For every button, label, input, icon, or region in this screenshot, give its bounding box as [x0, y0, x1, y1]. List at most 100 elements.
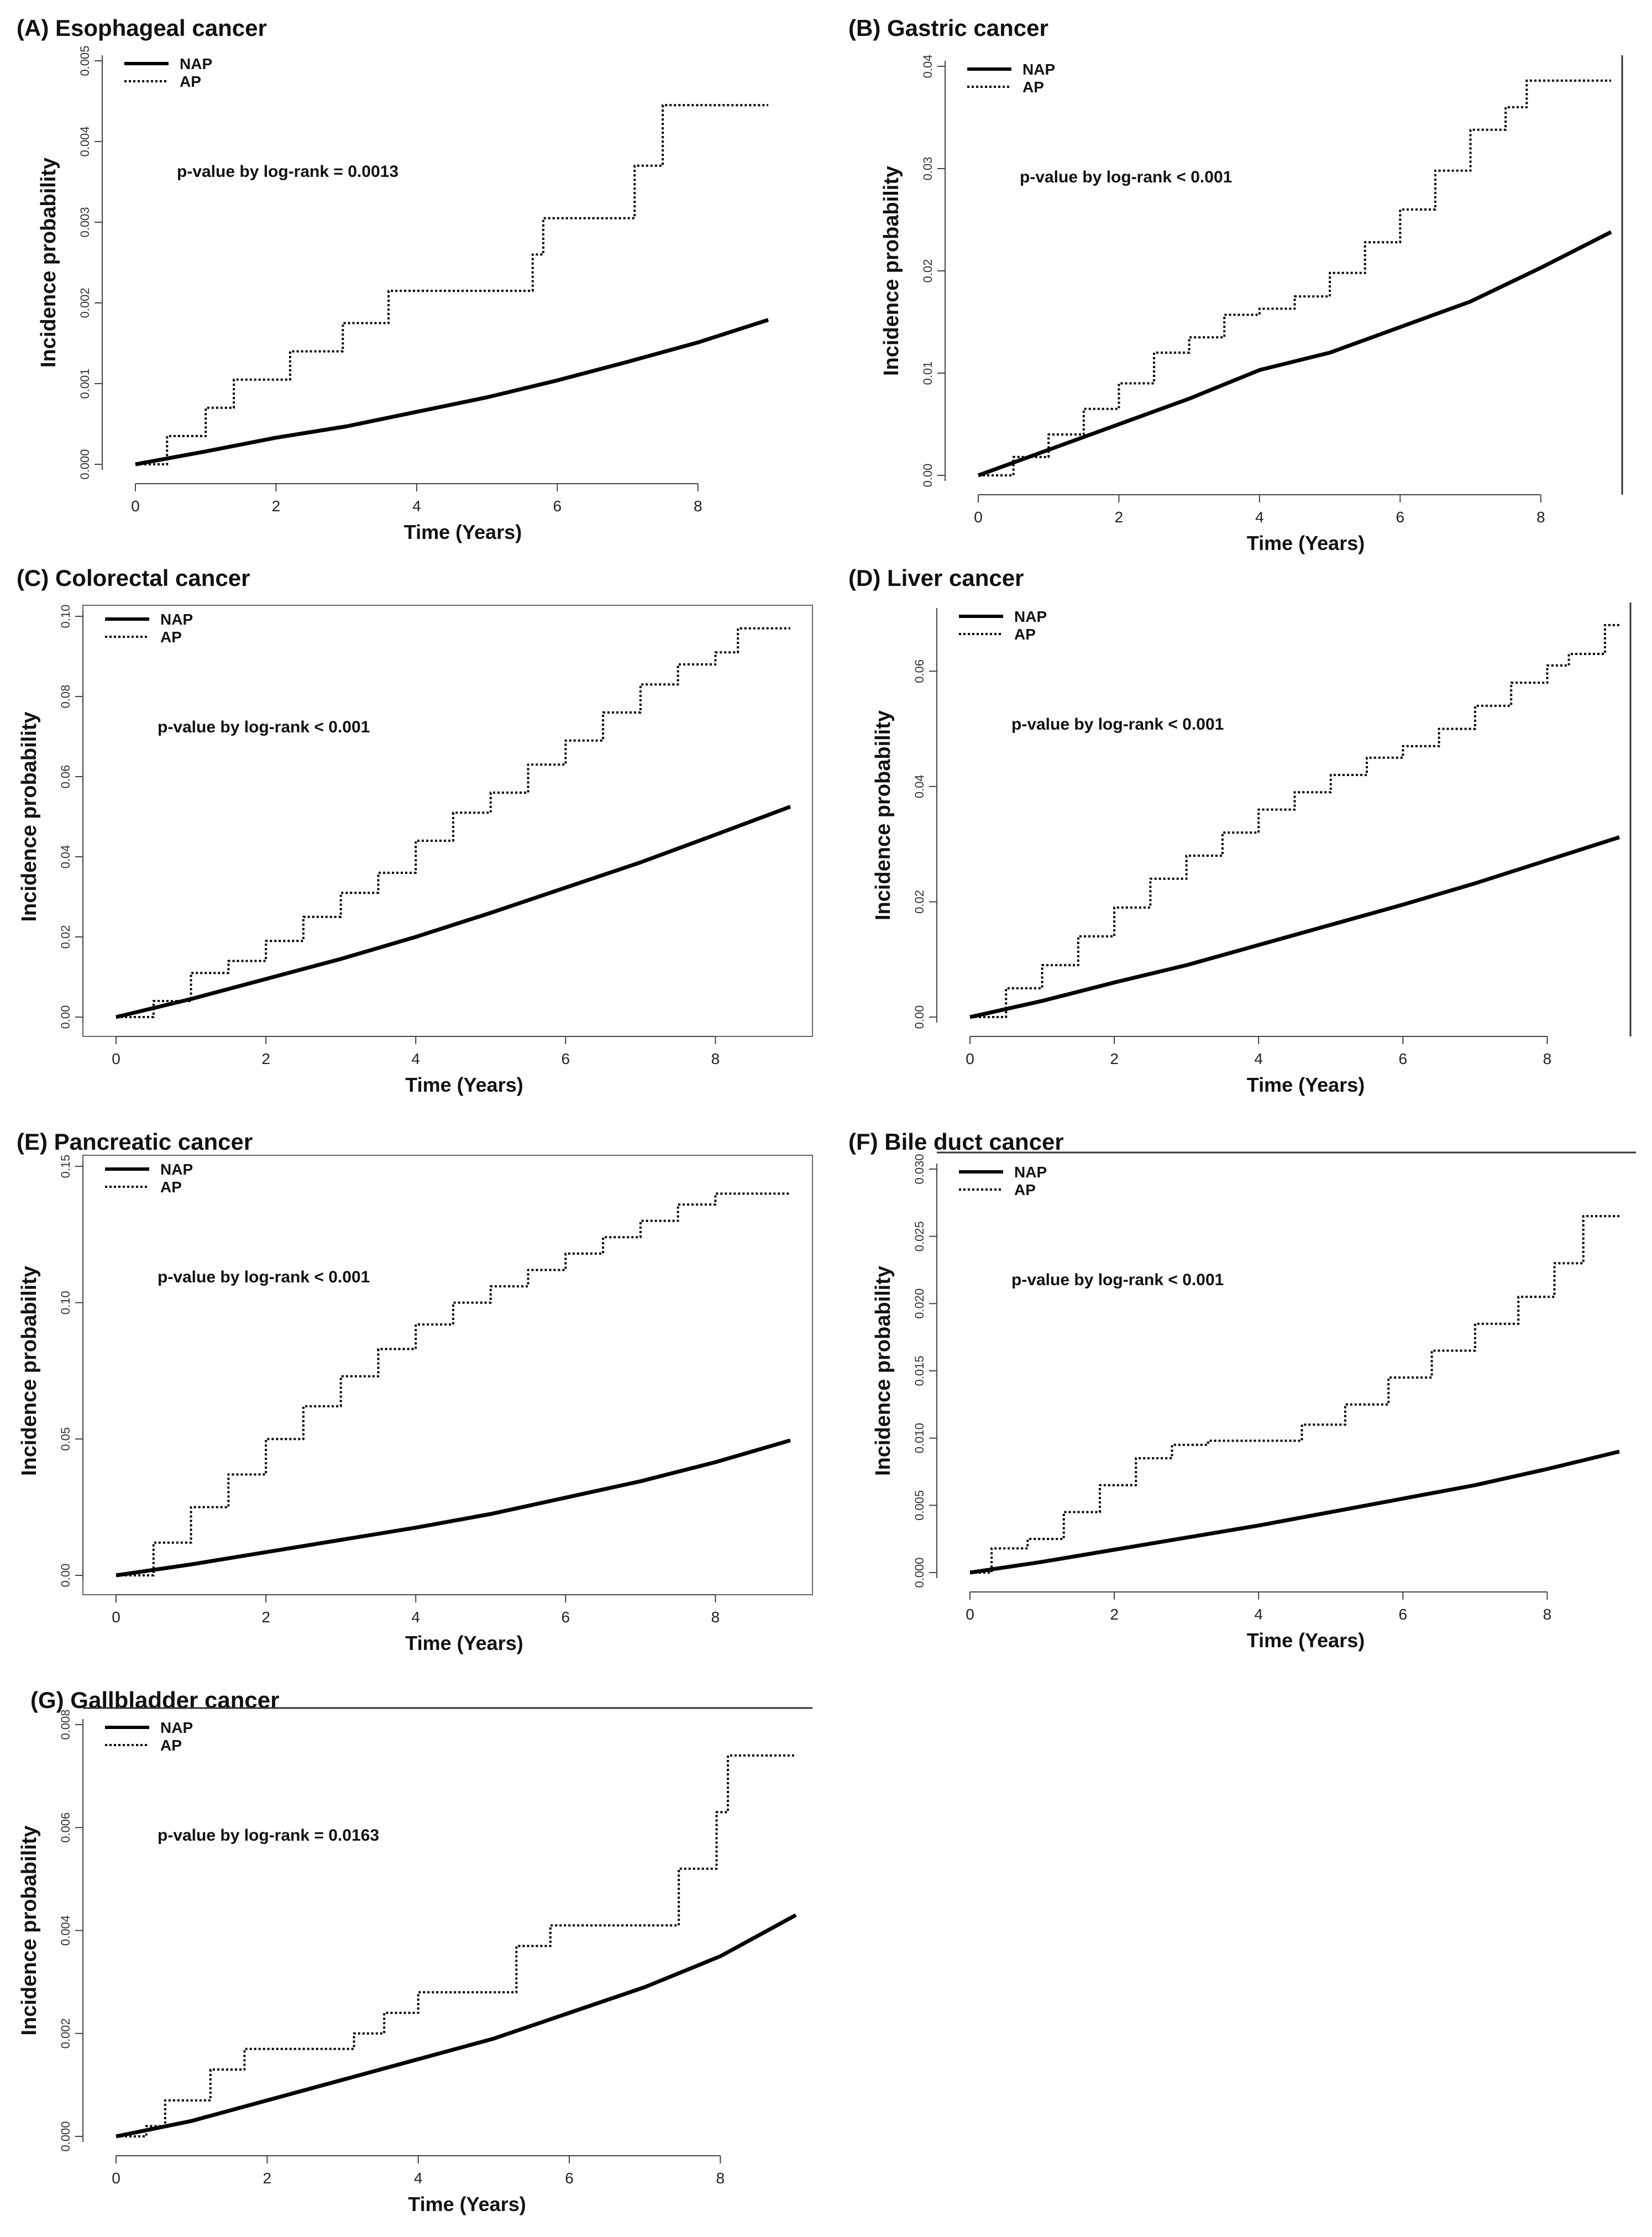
x-tick-label: 4	[1255, 509, 1264, 526]
x-tick-label: 4	[1254, 1050, 1263, 1067]
x-tick-label: 8	[711, 1609, 720, 1626]
x-tick-label: 2	[1110, 1606, 1119, 1623]
y-axis-label: Incidence probability	[880, 166, 903, 376]
x-tick-label: 6	[565, 2170, 574, 2187]
x-axis-label: Time (Years)	[1247, 1629, 1365, 1652]
p-value-annotation: p-value by log-rank < 0.001	[158, 718, 370, 736]
y-axis-label: Incidence probability	[872, 1266, 895, 1476]
x-tick-label: 2	[272, 497, 281, 515]
series-line-ap	[978, 79, 1611, 476]
y-tick-label: 0.08	[59, 685, 72, 709]
chart-panel-g: (G) Gallbladder cancer 0.000 0.002 0.004 0.0…	[18, 1687, 812, 2215]
x-tick-label: 4	[1254, 1606, 1263, 1623]
panel-title: (E) Pancreatic cancer	[17, 1129, 253, 1155]
y-tick-label: 0.002	[78, 287, 92, 318]
y-tick-label: 0.005	[912, 1490, 926, 1521]
series-line-ap	[116, 1192, 790, 1576]
panel-title: (F) Bile duct cancer	[848, 1129, 1064, 1155]
p-value-annotation: p-value by log-rank = 0.0163	[158, 1826, 379, 1845]
x-tick-label: 0	[966, 1050, 974, 1067]
x-tick-label: 0	[966, 1606, 974, 1623]
y-tick-label: 0.02	[912, 890, 926, 914]
y-tick-label: 0.000	[59, 2121, 72, 2151]
x-tick-label: 4	[412, 497, 421, 515]
legend-label-nap: NAP	[180, 55, 212, 72]
y-tick-label: 0.003	[78, 207, 92, 237]
y-tick-label: 0.000	[78, 449, 92, 479]
x-tick-label: 0	[131, 497, 140, 515]
chart-panel-b: (B) Gastric cancer 0.00 0.01 0.02 0.03 0.04 0 2…	[848, 15, 1623, 554]
p-value-annotation: p-value by log-rank < 0.001	[1011, 715, 1224, 734]
legend-label-ap: AP	[1022, 78, 1044, 96]
legend-label-ap: AP	[1014, 626, 1036, 643]
y-tick-label: 0.15	[59, 1155, 72, 1178]
x-tick-label: 8	[711, 1050, 720, 1067]
y-tick-label: 0.001	[78, 368, 92, 399]
y-tick-label: 0.04	[912, 774, 926, 798]
y-tick-label: 0.030	[912, 1154, 926, 1184]
series-line-nap	[116, 1438, 791, 1578]
chart-panel-c: (C) Colorectal cancer 0.00 0.02 0.04 0.06 0.0…	[17, 565, 813, 1096]
y-axis-label: Incidence probability	[18, 711, 41, 921]
legend-label-nap: NAP	[160, 1719, 193, 1736]
legend-label-ap: AP	[1014, 1181, 1036, 1198]
y-tick-label: 0.005	[78, 45, 92, 76]
y-tick-label: 0.00	[921, 464, 935, 488]
legend-label-nap: NAP	[1014, 608, 1047, 625]
panel-title: (D) Liver cancer	[848, 565, 1024, 591]
x-tick-label: 6	[562, 1609, 570, 1626]
x-axis-label: Time (Years)	[408, 2193, 526, 2215]
panel-title: (A) Esophageal cancer	[17, 15, 267, 41]
y-tick-label: 0.008	[59, 1709, 72, 1740]
series-line-ap	[116, 1754, 796, 2138]
p-value-annotation: p-value by log-rank < 0.001	[1011, 1271, 1224, 1289]
y-tick-label: 0.10	[59, 605, 72, 628]
y-tick-label: 0.01	[921, 362, 935, 385]
legend-label-nap: NAP	[160, 611, 193, 628]
chart-panel-a: (A) Esophageal cancer 0.000 0.001 0.002 0.00…	[17, 15, 769, 543]
x-tick-label: 0	[112, 1050, 120, 1067]
x-tick-label: 4	[411, 1609, 420, 1626]
x-tick-label: 6	[1396, 509, 1405, 526]
y-tick-label: 0.006	[59, 1812, 72, 1843]
y-tick-label: 0.020	[912, 1288, 926, 1319]
chart-panel-f: (F) Bile duct cancer 0.000 0.005 0.010 0.015…	[848, 1129, 1636, 1652]
x-tick-label: 6	[1399, 1606, 1408, 1623]
x-axis-label: Time (Years)	[404, 521, 522, 543]
legend-label-ap: AP	[160, 628, 182, 646]
y-tick-label: 0.03	[921, 157, 935, 181]
panel-title: (G) Gallbladder cancer	[30, 1687, 279, 1713]
x-tick-label: 2	[263, 2170, 272, 2187]
y-tick-label: 0.004	[59, 1915, 72, 1946]
x-tick-label: 0	[974, 509, 983, 526]
x-tick-label: 2	[1110, 1050, 1119, 1067]
y-axis-label: Incidence probability	[872, 710, 895, 920]
y-tick-label: 0.04	[59, 845, 72, 869]
p-value-annotation: p-value by log-rank < 0.001	[158, 1268, 370, 1286]
x-tick-label: 8	[1543, 1606, 1552, 1623]
chart-panel-d: (D) Liver cancer 0.00 0.02 0.04 0.06 0 2 4 6 8 Tim…	[848, 565, 1632, 1096]
y-axis-label: Incidence probability	[18, 1825, 41, 2035]
y-tick-label: 0.004	[78, 126, 92, 156]
panel-title: (C) Colorectal cancer	[17, 565, 250, 591]
y-tick-label: 0.00	[59, 1564, 72, 1588]
y-tick-label: 0.010	[912, 1423, 926, 1453]
x-tick-label: 4	[411, 1050, 420, 1067]
series-line-ap	[116, 627, 790, 1018]
x-tick-label: 2	[261, 1609, 270, 1626]
x-tick-label: 0	[112, 1609, 120, 1626]
x-tick-label: 8	[1543, 1050, 1552, 1067]
x-tick-label: 8	[694, 497, 702, 515]
legend-label-ap: AP	[160, 1178, 182, 1196]
y-tick-label: 0.00	[912, 1005, 926, 1029]
x-axis-label: Time (Years)	[1247, 532, 1365, 554]
y-axis-label: Incidence probability	[18, 1266, 41, 1476]
y-tick-label: 0.015	[912, 1355, 926, 1386]
x-tick-label: 6	[1399, 1050, 1408, 1067]
y-tick-label: 0.00	[59, 1005, 72, 1029]
panel-title: (B) Gastric cancer	[848, 15, 1048, 41]
series-line-nap	[969, 835, 1620, 1019]
x-tick-label: 8	[716, 2170, 725, 2187]
x-tick-label: 6	[553, 497, 562, 515]
y-tick-label: 0.04	[921, 55, 935, 78]
